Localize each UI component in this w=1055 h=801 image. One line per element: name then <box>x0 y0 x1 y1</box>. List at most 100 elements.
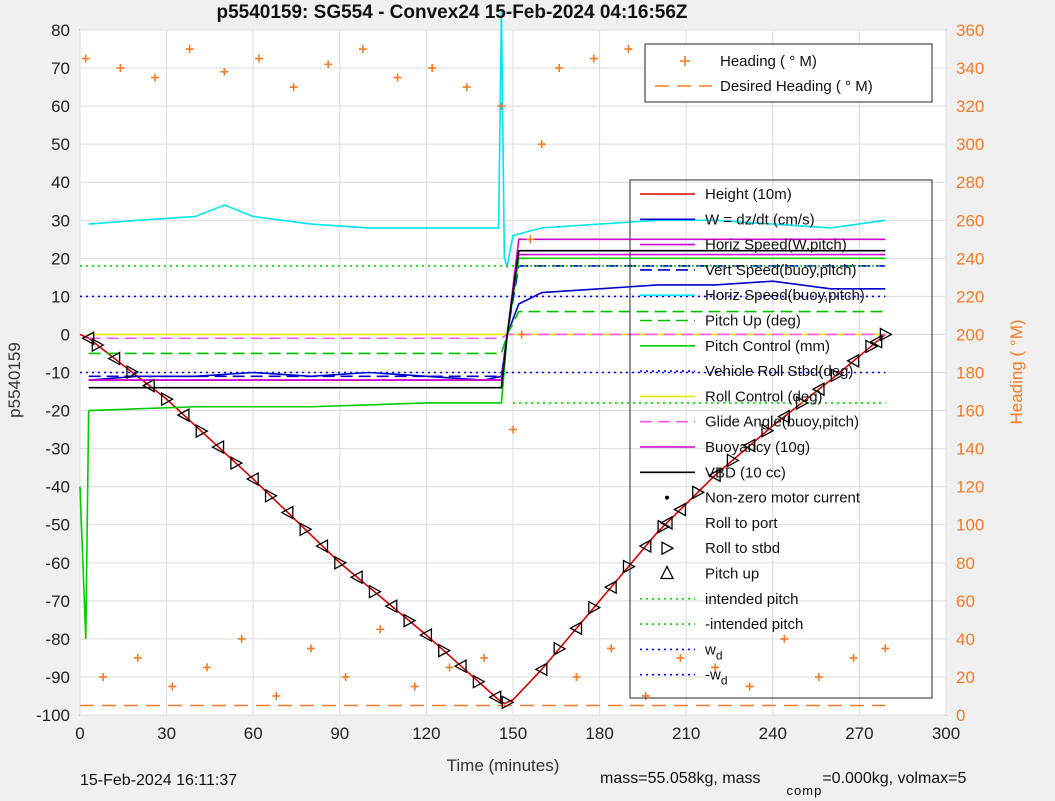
legend-label: -intended pitch <box>705 616 803 633</box>
roll-to-stbd-marker <box>830 368 844 383</box>
legend-label: Roll to stbd <box>705 540 780 557</box>
x-tick-label: 210 <box>672 724 700 743</box>
roll-to-port-marker <box>211 439 225 455</box>
roll-to-port-marker <box>280 505 294 520</box>
roll-to-port-marker <box>534 662 548 677</box>
heading-point <box>480 653 489 662</box>
roll-to-stbd-marker <box>622 559 636 574</box>
y-tick-label: -80 <box>45 630 70 649</box>
y2-tick-label: 40 <box>956 630 975 649</box>
y-tick-label: 70 <box>51 59 70 78</box>
legend-label: Non-zero motor current <box>705 490 861 507</box>
roll-to-port-marker <box>107 351 121 366</box>
y2-tick-label: 0 <box>956 706 965 725</box>
heading-point <box>133 653 142 662</box>
series-line <box>88 333 886 340</box>
heading-point <box>376 625 385 634</box>
heading-point <box>517 330 526 339</box>
roll-to-port-marker <box>846 353 860 368</box>
heading-point <box>203 663 212 672</box>
legend-label: Desired Heading ( ° M) <box>720 78 873 95</box>
legend-label: VBD (10 cc) <box>705 464 786 481</box>
heading-point <box>497 102 506 111</box>
legend-label: Height (10m) <box>705 186 792 203</box>
legend-label: Heading ( ° M) <box>720 53 817 70</box>
y-tick-label: -40 <box>45 478 70 497</box>
y-tick-label: 80 <box>51 21 70 40</box>
roll-to-stbd-marker <box>160 392 174 407</box>
y2-tick-label: 300 <box>956 135 984 154</box>
footer-mass-rest: =0.000kg, volmax=5 <box>822 770 967 787</box>
legend-main-box <box>629 179 933 699</box>
legend-swatch <box>680 56 690 66</box>
heading-point <box>116 64 125 73</box>
y2-tick-label: 200 <box>956 325 984 344</box>
x-tick-label: 90 <box>330 724 349 743</box>
roll-to-port-marker <box>603 580 617 595</box>
x-tick-labels: 0 30 60 90 120 150 180 210 240 270 300 <box>75 724 960 743</box>
y2-axis-label: Heading ( °M) <box>1007 319 1026 424</box>
heading-point <box>849 653 858 662</box>
x-tick-label: 300 <box>932 724 960 743</box>
legend-swatch <box>659 565 675 580</box>
roll-to-stbd-marker <box>472 674 486 689</box>
heading-point <box>358 45 367 54</box>
marker-layer <box>81 327 893 710</box>
y-axis-label: p5540159 <box>5 342 24 418</box>
roll-to-port-marker <box>673 502 687 517</box>
roll-to-port-marker <box>176 408 190 423</box>
heading-point <box>881 644 890 653</box>
legend-label: Horiz Speed(W,pitch) <box>705 237 847 254</box>
heading-point <box>306 644 315 653</box>
y2-tick-label: 320 <box>956 97 984 116</box>
y-tick-label: -50 <box>45 516 70 535</box>
heading-point <box>99 672 108 681</box>
x-tick-label: 0 <box>75 724 84 743</box>
y2-tick-label: 140 <box>956 440 984 459</box>
y-tick-label: 20 <box>51 249 70 268</box>
legend-label: Pitch up <box>705 566 759 583</box>
heading-point <box>168 682 177 691</box>
x-tick-label: 240 <box>759 724 787 743</box>
heading-point <box>254 54 263 63</box>
legend-label: Roll Control (deg) <box>705 388 823 405</box>
roll-to-stbd-marker <box>403 613 417 628</box>
heading-point <box>745 682 754 691</box>
legend-label: Vert Speed(buoy,pitch) <box>705 262 856 279</box>
roll-to-port-marker <box>141 378 155 393</box>
heading-point <box>324 60 333 69</box>
roll-to-stbd-marker <box>334 555 348 570</box>
legend-swatch <box>665 495 669 500</box>
series-line <box>88 249 886 389</box>
roll-to-stbd-marker <box>761 423 775 438</box>
heading-point <box>537 140 546 149</box>
roll-to-port-marker <box>419 627 433 643</box>
chart-title: p5540159: SG554 - Convex24 15-Feb-2024 0… <box>216 2 687 23</box>
roll-to-stbd-marker <box>865 339 879 354</box>
legend-label: intended pitch <box>705 591 798 608</box>
series-line <box>79 257 886 639</box>
legend-label: Roll to port <box>705 515 778 532</box>
heading-point <box>81 54 90 63</box>
roll-to-stbd-marker <box>879 327 893 342</box>
heading-point <box>555 64 564 73</box>
roll-to-stbd-marker <box>91 337 105 353</box>
heading-point <box>676 653 685 662</box>
legend-subscript: d <box>716 648 723 662</box>
y2-tick-label: 160 <box>956 402 984 421</box>
roll-to-port-marker <box>384 599 398 614</box>
roll-to-stbd-marker <box>588 600 602 615</box>
heading-point <box>237 634 246 643</box>
heading-point <box>780 634 789 643</box>
y2-tick-label: 360 <box>956 21 984 40</box>
x-tick-label: 120 <box>412 724 440 743</box>
heading-point <box>151 73 160 82</box>
footer-timestamp: 15-Feb-2024 16:11:37 <box>80 772 238 789</box>
roll-to-port-marker <box>315 538 329 554</box>
roll-to-port-marker <box>638 538 652 554</box>
roll-to-port-marker <box>81 331 95 346</box>
roll-to-port-marker <box>869 334 883 349</box>
roll-to-port-marker <box>349 570 363 585</box>
heading-point <box>410 682 419 691</box>
